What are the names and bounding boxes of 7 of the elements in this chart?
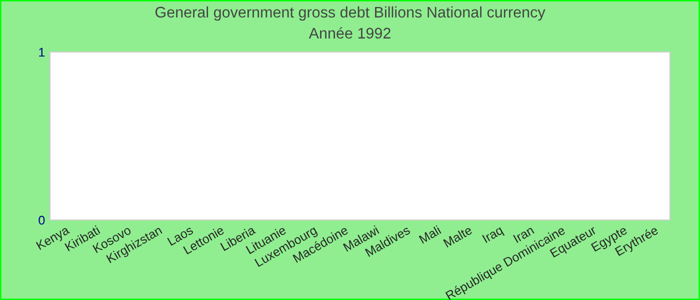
x-tick-label: Malte bbox=[442, 225, 473, 248]
x-tick-label: Mali bbox=[418, 225, 442, 244]
chart-subtitle: Année 1992 bbox=[308, 27, 390, 39]
chart-title: General government gross debt Billions National currency bbox=[155, 6, 546, 21]
y-tick-label: 0 bbox=[38, 216, 45, 225]
y-tick-label: 1 bbox=[39, 48, 45, 57]
x-tick-label: Iraq bbox=[482, 226, 505, 246]
